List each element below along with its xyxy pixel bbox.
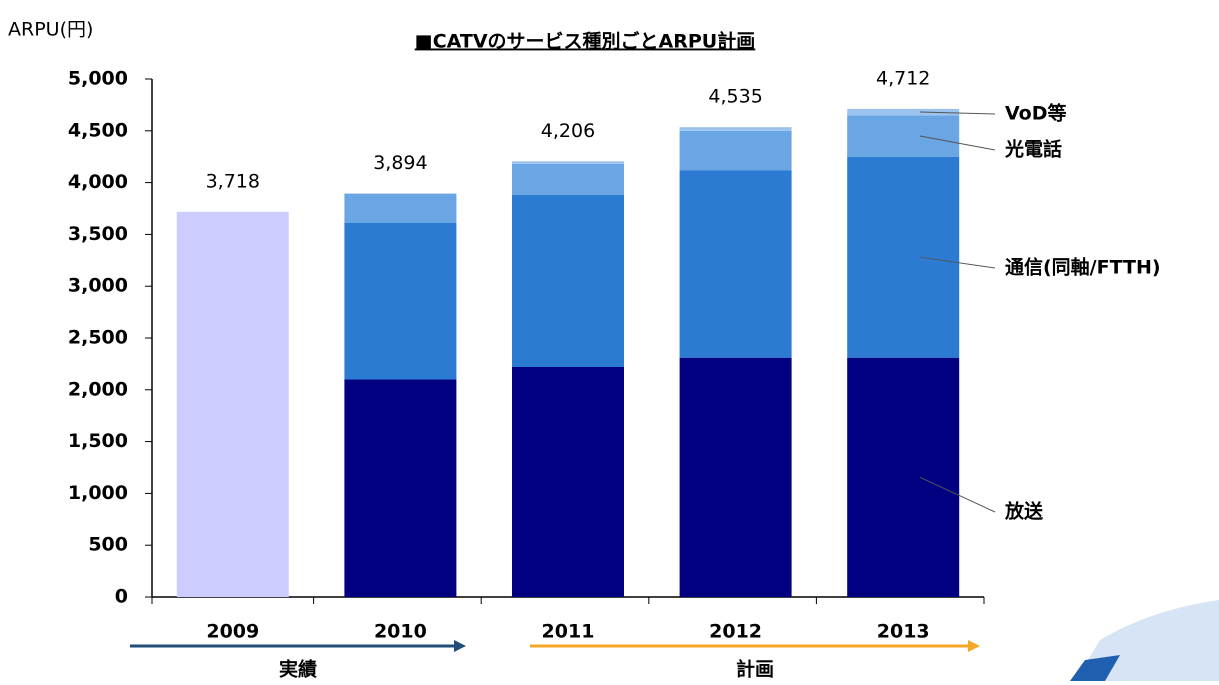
y-tick-label: 4,000 bbox=[68, 171, 128, 193]
total-label: 4,535 bbox=[708, 86, 762, 108]
bar-segment bbox=[344, 223, 457, 380]
x-tick-label: 2010 bbox=[374, 621, 427, 643]
bar-segment bbox=[847, 108, 960, 116]
legend-leader bbox=[919, 476, 996, 513]
y-axis-label: ARPU(円) bbox=[8, 19, 93, 41]
legend-leader bbox=[919, 111, 996, 115]
bar-segment bbox=[512, 163, 624, 196]
legend-label: 光電話 bbox=[1004, 138, 1062, 161]
x-tick-label: 2012 bbox=[709, 621, 762, 643]
legend-leader bbox=[919, 135, 996, 151]
bar-segment bbox=[176, 211, 289, 598]
y-tick-label: 3,000 bbox=[68, 275, 128, 297]
bar-segment bbox=[512, 161, 624, 164]
legend-label: 通信(同軸/FTTH) bbox=[1005, 256, 1161, 279]
y-tick-label: 500 bbox=[88, 534, 128, 556]
y-tick-label: 5,000 bbox=[68, 68, 128, 90]
total-label: 3,894 bbox=[373, 152, 427, 174]
y-tick-label: 3,500 bbox=[68, 223, 128, 245]
arrow-head bbox=[454, 640, 466, 652]
y-tick-label: 2,000 bbox=[68, 378, 128, 400]
bar-segment bbox=[847, 357, 960, 597]
total-label: 4,206 bbox=[541, 120, 595, 142]
legend-leader bbox=[919, 256, 996, 269]
bar-segment bbox=[344, 193, 457, 224]
x-tick-label: 2013 bbox=[877, 621, 930, 643]
legend-label: VoD等 bbox=[1005, 102, 1067, 125]
bar-segment bbox=[679, 357, 792, 597]
bar-segment bbox=[679, 170, 792, 358]
bar-segment bbox=[679, 127, 792, 131]
arrow-head bbox=[968, 640, 980, 652]
chart-title: ■CATVのサービス種別ごとARPU計画 bbox=[415, 30, 755, 53]
y-tick-label: 1,500 bbox=[68, 430, 128, 452]
logo bbox=[1070, 600, 1219, 681]
period-label: 実績 bbox=[279, 658, 317, 681]
bar-segment bbox=[847, 156, 960, 358]
x-tick-label: 2009 bbox=[206, 621, 259, 643]
bar-segment bbox=[512, 195, 624, 368]
total-label: 4,712 bbox=[876, 67, 930, 89]
y-tick-label: 2,500 bbox=[68, 327, 128, 349]
period-label: 計画 bbox=[736, 658, 774, 681]
total-label: 3,718 bbox=[206, 170, 260, 192]
bar-segment bbox=[512, 367, 624, 597]
bar-segment bbox=[344, 379, 457, 597]
legend-label: 放送 bbox=[1004, 500, 1044, 523]
y-tick-label: 0 bbox=[115, 586, 128, 608]
bar-segment bbox=[847, 115, 960, 157]
bar-segment bbox=[679, 130, 792, 171]
y-tick-label: 1,000 bbox=[68, 482, 128, 504]
x-tick-label: 2011 bbox=[542, 621, 595, 643]
y-tick-label: 4,500 bbox=[68, 119, 128, 141]
